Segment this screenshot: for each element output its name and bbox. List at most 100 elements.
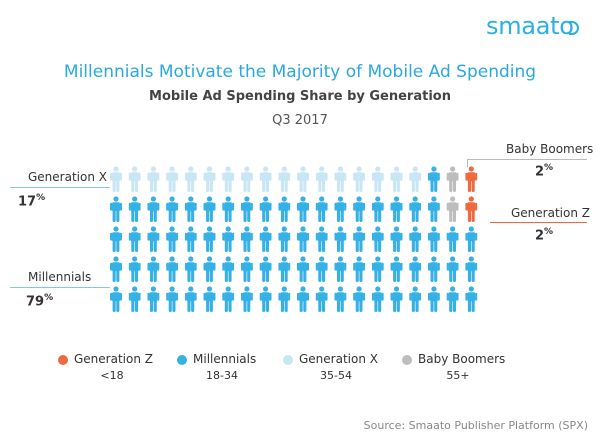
person-icon-millennials xyxy=(315,226,328,252)
person-icon-millennials xyxy=(203,226,216,252)
person-icon-millennials xyxy=(166,196,179,222)
person-icon-genx xyxy=(278,166,291,192)
chart-title: Millennials Motivate the Majority of Mob… xyxy=(63,62,537,82)
legend-genz-swatch xyxy=(58,355,68,365)
person-icon-genx xyxy=(110,166,122,192)
person-icon-millennials xyxy=(371,286,384,312)
person-icon-genz xyxy=(465,166,478,192)
person-icon-millennials xyxy=(128,226,141,252)
person-icon-millennials xyxy=(409,256,422,282)
smaato-logo: smaato xyxy=(486,12,574,40)
person-icon-millennials xyxy=(465,286,478,312)
person-icon-millennials xyxy=(259,226,272,252)
person-icon-millennials xyxy=(390,196,403,222)
person-icon-millennials xyxy=(409,226,422,252)
callout-millennials-rule xyxy=(10,287,110,288)
person-icon-genx xyxy=(147,166,160,192)
callout-genx-label: Generation X xyxy=(28,170,107,184)
person-icon-millennials xyxy=(184,286,197,312)
person-icon-millennials xyxy=(203,256,216,282)
person-icon-millennials xyxy=(110,196,122,222)
person-icon-millennials xyxy=(259,286,272,312)
person-icon-millennials xyxy=(128,256,141,282)
legend-millennials-swatch xyxy=(177,355,187,365)
legend-genx-name: Generation X xyxy=(299,352,378,366)
person-icon-genx xyxy=(240,166,253,192)
person-icon-millennials xyxy=(147,286,160,312)
person-icon-millennials xyxy=(390,226,403,252)
person-icon-millennials xyxy=(259,196,272,222)
legend-boomers-age: 55+ xyxy=(446,369,470,382)
chart-period: Q3 2017 xyxy=(272,113,328,128)
person-icon-genx xyxy=(353,166,366,192)
person-icon-millennials xyxy=(446,286,459,312)
person-icon-millennials xyxy=(110,256,122,282)
person-icon-genx xyxy=(166,166,179,192)
person-icon-millennials xyxy=(278,196,291,222)
callout-genx-value: 17% xyxy=(18,193,46,210)
chart-subtitle: Mobile Ad Spending Share by Generation xyxy=(149,89,451,104)
person-icon-genx xyxy=(371,166,384,192)
person-icon-millennials xyxy=(166,286,179,312)
person-icon-genx xyxy=(297,166,309,192)
callout-boomers-tick xyxy=(467,159,468,167)
person-icon-genx xyxy=(203,166,216,192)
person-icon-millennials xyxy=(240,256,253,282)
person-icon-millennials xyxy=(446,226,459,252)
person-icon-millennials xyxy=(203,196,216,222)
person-icon-millennials xyxy=(371,196,384,222)
person-icon-millennials xyxy=(222,286,235,312)
person-icon-millennials xyxy=(334,226,347,252)
smaato-logo-arc-icon xyxy=(569,21,579,35)
person-icon-millennials xyxy=(128,196,141,222)
person-icon-millennials xyxy=(390,286,403,312)
person-icon-millennials xyxy=(240,286,253,312)
person-icon-millennials xyxy=(110,286,122,312)
person-icon-millennials xyxy=(184,256,197,282)
legend-genz-age: <18 xyxy=(100,369,124,382)
callout-genz-value: 2% xyxy=(535,227,554,244)
person-icon-millennials xyxy=(222,226,235,252)
person-icon-millennials xyxy=(110,226,122,252)
callout-genz-rule xyxy=(490,222,587,223)
legend-genx-swatch xyxy=(283,355,293,365)
person-icon-millennials xyxy=(147,196,160,222)
person-icon-millennials xyxy=(334,286,347,312)
person-icon-millennials xyxy=(409,196,422,222)
person-icon-boomers xyxy=(446,196,459,222)
person-icon-millennials xyxy=(465,256,478,282)
person-icon-genx xyxy=(184,166,197,192)
person-icon-millennials xyxy=(427,166,440,192)
person-icon-millennials xyxy=(409,286,422,312)
person-icon-millennials xyxy=(128,286,141,312)
person-icon-millennials xyxy=(315,256,328,282)
person-icon-millennials xyxy=(334,196,347,222)
person-icon-millennials xyxy=(315,196,328,222)
person-icon-millennials xyxy=(353,286,366,312)
legend-millennials-name: Millennials xyxy=(193,352,257,366)
person-icon-millennials xyxy=(203,286,216,312)
person-icon-millennials xyxy=(465,226,478,252)
callout-boomers-label: Baby Boomers xyxy=(506,142,594,156)
legend-boomers-name: Baby Boomers xyxy=(418,352,506,366)
person-icon-genx xyxy=(409,166,422,192)
person-icon-millennials xyxy=(240,226,253,252)
person-icon-genx xyxy=(315,166,328,192)
person-icon-millennials xyxy=(297,286,309,312)
callout-genx-rule xyxy=(10,187,110,188)
person-icon-millennials xyxy=(353,256,366,282)
person-icon-millennials xyxy=(427,256,440,282)
person-icon-millennials xyxy=(390,256,403,282)
person-icon-millennials xyxy=(297,226,309,252)
person-icon-millennials xyxy=(297,256,309,282)
legend-boomers-swatch xyxy=(402,355,412,365)
person-icon-millennials xyxy=(147,226,160,252)
person-icon-millennials xyxy=(446,256,459,282)
callout-boomers-value: 2% xyxy=(535,163,554,180)
person-icon-millennials xyxy=(184,196,197,222)
person-icon-millennials xyxy=(240,196,253,222)
callout-boomers-rule xyxy=(467,159,587,160)
person-icon-millennials xyxy=(222,256,235,282)
person-icon-millennials xyxy=(166,256,179,282)
person-icon-millennials xyxy=(278,256,291,282)
